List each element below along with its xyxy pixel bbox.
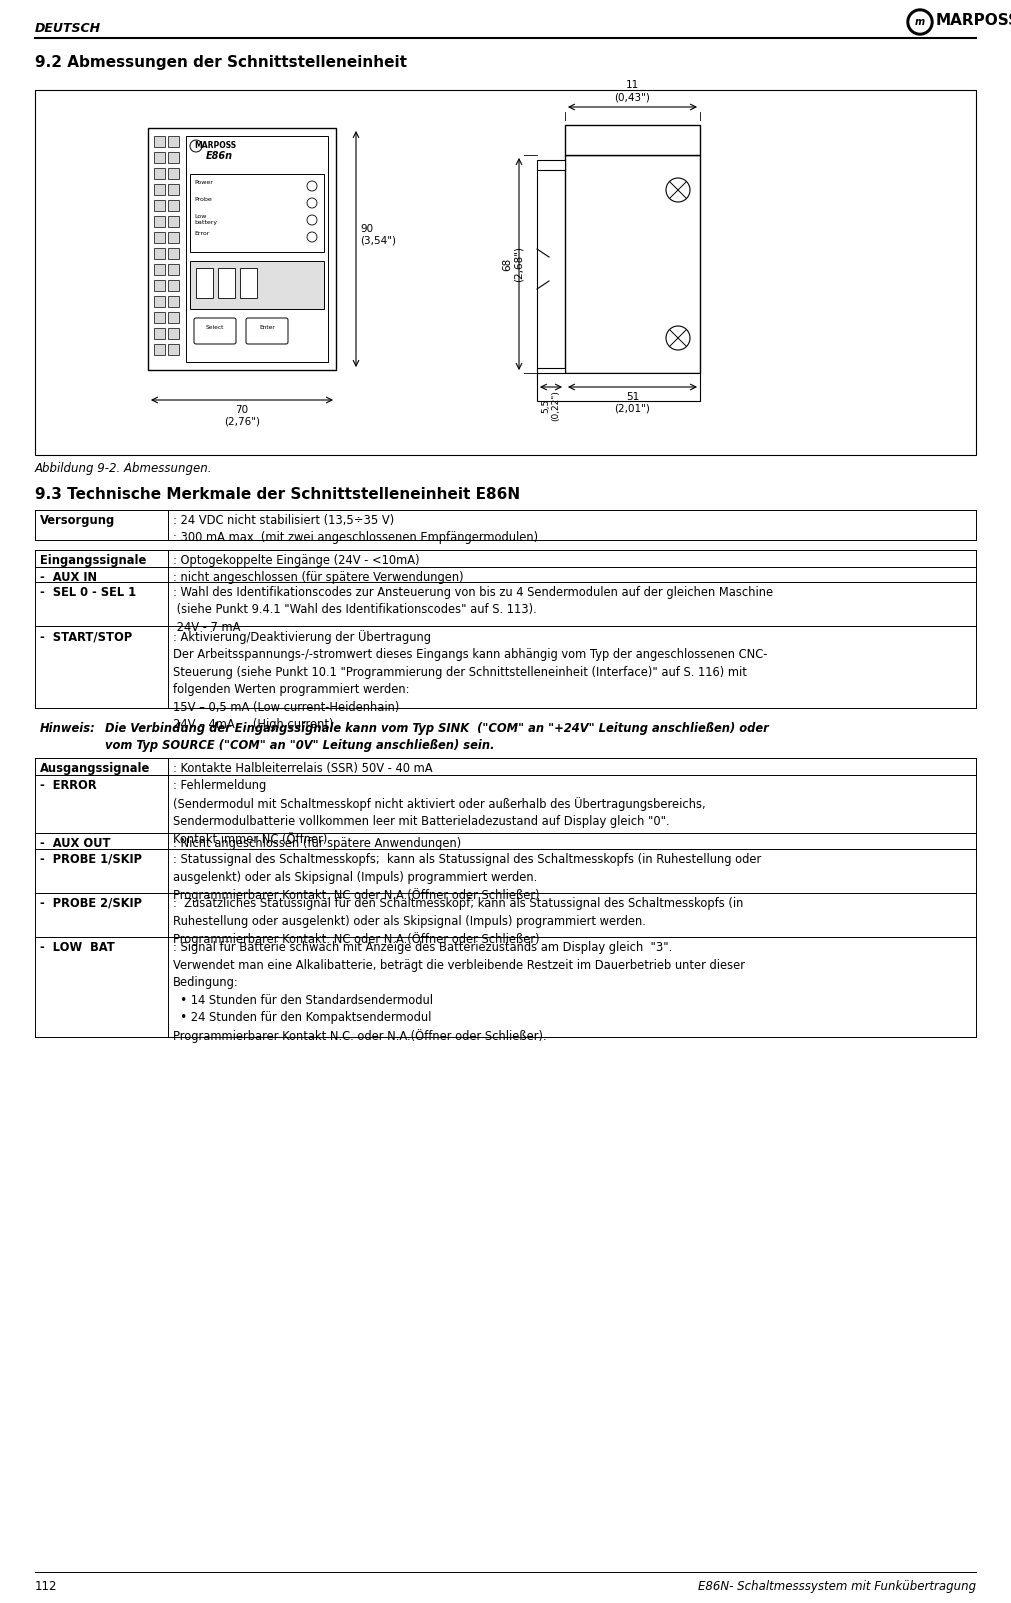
Text: E86N- Schaltmesssystem mit Funkübertragung: E86N- Schaltmesssystem mit Funkübertragu… <box>698 1581 976 1593</box>
Text: 70
(2,76"): 70 (2,76") <box>224 406 260 426</box>
Text: : 24 VDC nicht stabilisiert (13,5÷35 V)
: 300 mA max. (mit zwei angeschlossenen : : 24 VDC nicht stabilisiert (13,5÷35 V) … <box>173 515 538 545</box>
Text: 9.2 Abmessungen der Schnittstelleneinheit: 9.2 Abmessungen der Schnittstelleneinhei… <box>35 55 407 71</box>
Text: -  ERROR: - ERROR <box>40 779 97 792</box>
Circle shape <box>907 10 933 35</box>
Bar <box>168 232 179 244</box>
Text: Versorgung: Versorgung <box>40 515 115 527</box>
Bar <box>154 264 165 276</box>
Text: Low
battery: Low battery <box>194 213 217 224</box>
Text: -  START/STOP: - START/STOP <box>40 630 132 643</box>
Text: : Fehlermeldung
(Sendermodul mit Schaltmesskopf nicht aktiviert oder außerhalb d: : Fehlermeldung (Sendermodul mit Schaltm… <box>173 779 706 846</box>
Bar <box>168 281 179 292</box>
Circle shape <box>307 215 317 224</box>
Text: E86n: E86n <box>206 151 234 160</box>
Text: : Signal für Batterie schwach mit Anzeige des Batteriezustands am Display gleich: : Signal für Batterie schwach mit Anzeig… <box>173 941 745 1044</box>
Text: -  SEL 0 - SEL 1: - SEL 0 - SEL 1 <box>40 587 136 600</box>
Bar <box>168 345 179 354</box>
Text: Select: Select <box>206 325 224 330</box>
Text: -  LOW  BAT: - LOW BAT <box>40 941 115 954</box>
Circle shape <box>666 178 690 202</box>
Text: -  PROBE 1/SKIP: - PROBE 1/SKIP <box>40 853 142 866</box>
Text: MARPOSS: MARPOSS <box>194 141 237 151</box>
Bar <box>154 297 165 308</box>
Bar <box>154 184 165 196</box>
Text: -  PROBE 2/SKIP: - PROBE 2/SKIP <box>40 898 142 911</box>
Text: Hinweis:: Hinweis: <box>40 721 96 736</box>
Bar <box>154 281 165 292</box>
Text: 68
(2,68"): 68 (2,68") <box>502 245 524 282</box>
Circle shape <box>666 325 690 349</box>
Bar <box>154 313 165 322</box>
Bar <box>154 168 165 180</box>
Text: Probe: Probe <box>194 197 211 202</box>
Text: 5,5
(0,22"): 5,5 (0,22") <box>541 390 561 422</box>
Bar <box>190 175 324 252</box>
Circle shape <box>307 199 317 208</box>
Bar <box>168 313 179 322</box>
Bar <box>537 160 565 170</box>
Text: Enter: Enter <box>259 325 275 330</box>
Bar <box>168 264 179 276</box>
Bar <box>537 373 700 401</box>
Text: 11
(0,43"): 11 (0,43") <box>615 80 650 103</box>
Text: 112: 112 <box>35 1581 58 1593</box>
Bar <box>154 345 165 354</box>
Text: Abbildung 9-2. Abmessungen.: Abbildung 9-2. Abmessungen. <box>35 462 212 474</box>
Bar <box>154 329 165 338</box>
Text: Error: Error <box>194 231 209 236</box>
Bar <box>154 248 165 260</box>
Bar <box>154 232 165 244</box>
Bar <box>565 155 700 373</box>
Bar <box>168 184 179 196</box>
Text: MARPOSS: MARPOSS <box>936 13 1011 27</box>
FancyBboxPatch shape <box>246 317 288 345</box>
Text: Die Verbindung der Eingangssignale kann vom Typ SINK  ("COM" an "+24V" Leitung a: Die Verbindung der Eingangssignale kann … <box>105 721 768 752</box>
Bar <box>154 216 165 228</box>
Text: : Aktivierung/Deaktivierung der Übertragung
Der Arbeitsspannungs-/-stromwert die: : Aktivierung/Deaktivierung der Übertrag… <box>173 630 767 731</box>
Bar <box>186 136 328 362</box>
Circle shape <box>190 139 202 152</box>
Text: 9.3 Technische Merkmale der Schnittstelleneinheit E86N: 9.3 Technische Merkmale der Schnittstell… <box>35 487 520 502</box>
Bar <box>168 216 179 228</box>
Circle shape <box>307 181 317 191</box>
Bar <box>240 268 257 298</box>
Bar <box>190 261 324 309</box>
Bar <box>168 200 179 212</box>
Bar <box>537 369 565 378</box>
Text: 51
(2,01"): 51 (2,01") <box>615 393 650 414</box>
Text: Ausgangssignale: Ausgangssignale <box>40 761 151 774</box>
Text: : Statussignal des Schaltmesskopfs;  kann als Statussignal des Schaltmesskopfs (: : Statussignal des Schaltmesskopfs; kann… <box>173 853 761 902</box>
Bar <box>148 128 336 370</box>
Bar <box>565 125 700 155</box>
Text: 90
(3,54"): 90 (3,54") <box>360 224 396 245</box>
Circle shape <box>307 232 317 242</box>
Text: -  AUX IN: - AUX IN <box>40 571 97 583</box>
Text: : nicht angeschlossen (für spätere Verwendungen): : nicht angeschlossen (für spätere Verwe… <box>173 571 464 583</box>
Text: m: m <box>915 18 925 27</box>
Text: : Wahl des Identifikationscodes zur Ansteuerung von bis zu 4 Sendermodulen auf d: : Wahl des Identifikationscodes zur Anst… <box>173 587 773 635</box>
Text: :  Zusätzliches Statussignal für den Schaltmesskopf; kann als Statussignal des S: : Zusätzliches Statussignal für den Scha… <box>173 898 743 946</box>
Bar <box>196 268 213 298</box>
Bar <box>168 136 179 147</box>
Bar <box>168 152 179 164</box>
Bar <box>218 268 235 298</box>
Bar <box>35 90 976 455</box>
Circle shape <box>910 11 930 32</box>
Bar <box>168 168 179 180</box>
Text: : Nicht angeschlossen (für spätere Anwendungen): : Nicht angeschlossen (für spätere Anwen… <box>173 837 461 850</box>
Bar <box>168 248 179 260</box>
Text: : Kontakte Halbleiterrelais (SSR) 50V - 40 mA: : Kontakte Halbleiterrelais (SSR) 50V - … <box>173 761 433 774</box>
Text: -  AUX OUT: - AUX OUT <box>40 837 110 850</box>
Text: : Optogekoppelte Eingänge (24V - <10mA): : Optogekoppelte Eingänge (24V - <10mA) <box>173 555 420 567</box>
Bar <box>168 329 179 338</box>
Text: Power: Power <box>194 180 213 184</box>
Bar <box>154 200 165 212</box>
FancyBboxPatch shape <box>194 317 236 345</box>
Bar <box>154 152 165 164</box>
Text: Eingangssignale: Eingangssignale <box>40 555 147 567</box>
Bar <box>168 297 179 308</box>
Bar <box>154 136 165 147</box>
Text: DEUTSCH: DEUTSCH <box>35 22 101 35</box>
